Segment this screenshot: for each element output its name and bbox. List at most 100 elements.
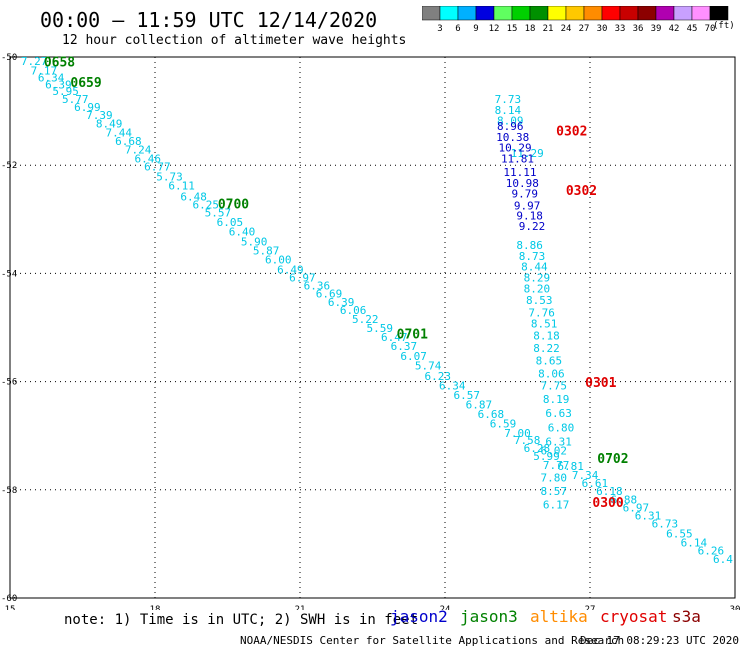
swh-value-label: 6.18 — [596, 485, 623, 498]
swh-value-label: 5.95 — [52, 85, 79, 98]
swh-value-label: 6.28 — [524, 442, 551, 455]
colorbar-label: 45 — [687, 24, 698, 32]
swh-value-label: 6.39 — [45, 78, 72, 91]
swh-value-label: 7.27 — [21, 55, 48, 68]
swh-value-label: 6.26 — [698, 545, 725, 558]
swh-value-label: 7.34 — [572, 469, 599, 482]
swh-value-label: 8.06 — [538, 367, 565, 380]
swh-value-label: 9.79 — [512, 188, 539, 201]
swh-value-label: 6.34 — [38, 71, 65, 84]
footer-note: note: 1) Time is in UTC; 2) SWH is in fe… — [64, 612, 419, 628]
swh-value-label: 6.14 — [681, 537, 708, 550]
swh-value-label: 11.29 — [511, 147, 544, 160]
swh-value-label: 7.73 — [495, 93, 522, 106]
swh-value-label: 8.14 — [495, 104, 522, 117]
swh-value-label: 8.49 — [96, 117, 123, 130]
swh-value-label: 7.77 — [543, 459, 570, 472]
pass-time-label: 0302 — [566, 184, 597, 199]
swh-value-label: 8.19 — [543, 393, 570, 406]
swh-value-label: 6.57 — [454, 389, 481, 402]
swh-value-label: 5.74 — [415, 360, 442, 373]
swh-value-label: 5.73 — [156, 170, 183, 183]
swh-value-label: 6.81 — [557, 460, 584, 473]
colorbar-label: 39 — [651, 24, 662, 32]
legend-jason3: jason3 — [460, 607, 518, 626]
colorbar-label: 36 — [633, 24, 644, 32]
swh-value-label: 8.22 — [533, 342, 560, 355]
swh-value-label: 7.58 — [514, 434, 541, 447]
swh-value-label: 6.88 — [611, 493, 638, 506]
pass-time-label: 0700 — [218, 197, 249, 212]
swh-value-label: 11.11 — [503, 166, 536, 179]
colorbar-swatch — [709, 6, 729, 21]
wave-height-map: 15 18 21 24 27 30-50-52-54-56-58-607.277.176.… — [1, 53, 740, 610]
colorbar-label: 6 — [455, 24, 460, 32]
swh-value-label: 6.48 — [180, 190, 207, 203]
page-title: 00:00 — 11:59 UTC 12/14/2020 — [40, 8, 378, 32]
swh-value-label: 6.80 — [548, 421, 575, 434]
swh-value-label: 7.17 — [31, 64, 58, 77]
legend-cryosat: cryosat — [600, 607, 668, 626]
swh-value-label: 9.97 — [514, 200, 541, 213]
swh-value-label: 6.39 — [328, 296, 355, 309]
colorbar-label: 42 — [669, 24, 680, 32]
swh-value-label: 6.37 — [391, 340, 418, 353]
legend-altika: altika — [530, 607, 588, 626]
swh-value-label: 5.22 — [352, 313, 379, 326]
swh-value-label: 6.31 — [545, 435, 572, 448]
swh-value-label: 6.25 — [193, 198, 220, 211]
pass-time-label: 0302 — [556, 124, 587, 139]
swh-value-label: 10.98 — [506, 177, 539, 190]
colorbar-label: 18 — [525, 24, 536, 32]
swh-value-label: 6.68 — [478, 408, 505, 421]
swh-value-label: 6.99 — [74, 101, 101, 114]
y-tick-label: -52 — [1, 161, 17, 171]
swh-value-label: 6.97 — [623, 501, 650, 514]
legend-jason2: jason2 — [390, 607, 448, 626]
x-tick-label: 21 — [295, 605, 306, 610]
legend-s3a: s3a — [672, 607, 701, 626]
swh-value-label: 6.34 — [439, 380, 466, 393]
swh-value-label: 5.77 — [62, 93, 89, 106]
swh-value-label: 9.18 — [516, 209, 543, 222]
y-tick-label: -54 — [1, 269, 17, 279]
swh-value-label: 7.44 — [106, 127, 133, 140]
swh-value-label: 6.49 — [277, 263, 304, 276]
swh-value-label: 8.29 — [524, 272, 551, 285]
swh-value-label: 6.40 — [229, 226, 256, 239]
swh-value-label: 7.76 — [528, 307, 555, 320]
swh-value-label: 6.4 — [713, 553, 733, 566]
pass-time-label: 0659 — [70, 76, 101, 91]
swh-value-label: 8.20 — [524, 282, 551, 295]
swh-value-label: 6.97 — [289, 272, 316, 285]
swh-value-label: 8.53 — [526, 294, 553, 307]
colorbar: 3 6 9 12 15 18 21 24 27 30 33 36 39 42 45 70 — [422, 6, 729, 32]
y-tick-label: -50 — [1, 53, 17, 63]
page-subtitle: 12 hour collection of altimeter wave hei… — [62, 33, 407, 48]
swh-value-label: 5.90 — [241, 235, 268, 248]
swh-value-label: 5.59 — [367, 322, 394, 335]
swh-value-label: 8.51 — [531, 318, 558, 331]
colorbar-label: 33 — [615, 24, 626, 32]
colorbar-label: 12 — [489, 24, 500, 32]
swh-value-label: 8.73 — [519, 250, 546, 263]
swh-value-label: 6.23 — [425, 370, 452, 383]
swh-value-label: 6.47 — [381, 331, 408, 344]
swh-value-label: 6.77 — [144, 161, 171, 174]
colorbar-label: 9 — [473, 24, 478, 32]
x-tick-label: 30 — [730, 605, 740, 610]
swh-value-label: 7.80 — [541, 472, 568, 485]
pass-time-label: 0658 — [44, 56, 75, 71]
pass-time-label: 0301 — [585, 376, 616, 391]
swh-value-label: 6.36 — [304, 280, 331, 293]
swh-value-label: 6.07 — [400, 350, 427, 363]
x-tick-label: 24 — [440, 605, 451, 610]
colorbar-unit: (ft) — [713, 21, 735, 31]
plot-frame — [9, 56, 736, 599]
swh-value-label: 6.69 — [316, 288, 343, 301]
swh-value-label: 8.57 — [541, 485, 568, 498]
x-tick-label: 18 — [150, 605, 161, 610]
x-tick-label: 27 — [585, 605, 596, 610]
pass-time-label: 0701 — [397, 327, 428, 342]
swh-value-label: 10.38 — [496, 131, 529, 144]
